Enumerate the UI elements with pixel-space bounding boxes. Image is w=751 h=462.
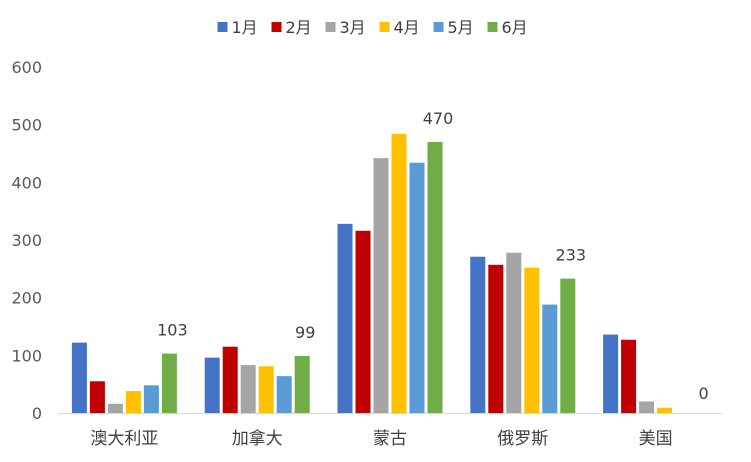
x-category-label: 美国 — [639, 429, 673, 449]
bar-3月-澳大利亚 — [107, 403, 123, 413]
bar-3月-俄罗斯 — [506, 252, 522, 413]
bar-2月-蒙古 — [355, 230, 371, 413]
y-tick-label: 100 — [11, 346, 42, 365]
data-label: 0 — [699, 384, 709, 403]
x-category-label: 加拿大 — [232, 428, 283, 449]
legend-swatch — [433, 22, 444, 32]
x-category-label: 俄罗斯 — [497, 429, 548, 449]
legend-swatch — [217, 22, 228, 32]
bar-6月-俄罗斯 — [560, 278, 576, 413]
bar-2月-俄罗斯 — [488, 264, 504, 413]
legend-label: 4月 — [394, 18, 420, 37]
bars-group — [71, 133, 673, 414]
y-tick-label: 300 — [11, 231, 42, 250]
data-label: 233 — [556, 246, 587, 265]
legend-swatch — [271, 22, 282, 32]
bar-5月-俄罗斯 — [542, 304, 558, 413]
bar-5月-蒙古 — [409, 162, 425, 413]
legend-label: 3月 — [340, 18, 366, 37]
legend-label: 6月 — [502, 18, 528, 37]
x-axis: 澳大利亚 加拿大 蒙古 俄罗斯 美国 — [90, 428, 672, 449]
bar-4月-蒙古 — [391, 133, 407, 414]
bar-1月-俄罗斯 — [470, 256, 486, 413]
legend-label: 1月 — [232, 18, 258, 37]
legend-swatch — [379, 22, 390, 32]
bar-5月-澳大利亚 — [143, 385, 159, 413]
bar-1月-蒙古 — [337, 223, 353, 413]
y-tick-label: 200 — [11, 289, 42, 308]
legend-swatch — [487, 22, 498, 32]
bar-4月-加拿大 — [258, 366, 274, 413]
bar-4月-美国 — [657, 407, 673, 413]
bar-4月-澳大利亚 — [125, 391, 141, 413]
x-category-label: 澳大利亚 — [90, 429, 158, 449]
y-tick-label: 400 — [11, 173, 42, 192]
y-axis: 0 100 200 300 400 500 600 — [11, 58, 42, 423]
data-label: 99 — [295, 323, 315, 342]
bar-4月-俄罗斯 — [524, 267, 540, 413]
bar-3月-加拿大 — [240, 365, 256, 413]
data-label: 103 — [157, 321, 188, 340]
y-tick-label: 0 — [32, 404, 42, 423]
bar-6月-澳大利亚 — [161, 353, 177, 413]
chart-legend: 1月 2月 3月 4月 5月 6月 — [217, 18, 528, 37]
bar-6月-蒙古 — [427, 141, 443, 413]
bar-1月-加拿大 — [204, 357, 220, 413]
bar-2月-加拿大 — [222, 346, 238, 413]
bar-5月-加拿大 — [276, 376, 292, 413]
y-tick-label: 500 — [11, 116, 42, 135]
legend-label: 2月 — [286, 18, 312, 37]
bar-3月-蒙古 — [373, 158, 389, 413]
legend-swatch — [325, 22, 336, 32]
data-labels-group: 103 99 470 233 0 — [157, 109, 709, 403]
legend-label: 5月 — [448, 18, 474, 37]
data-label: 470 — [423, 109, 454, 128]
x-category-label: 蒙古 — [373, 429, 407, 449]
bar-2月-澳大利亚 — [89, 381, 105, 413]
bar-6月-加拿大 — [294, 355, 310, 413]
bar-3月-美国 — [639, 401, 655, 413]
bar-1月-美国 — [603, 334, 619, 413]
bar-2月-美国 — [621, 339, 637, 413]
y-tick-label: 600 — [11, 58, 42, 77]
bar-1月-澳大利亚 — [71, 342, 87, 413]
